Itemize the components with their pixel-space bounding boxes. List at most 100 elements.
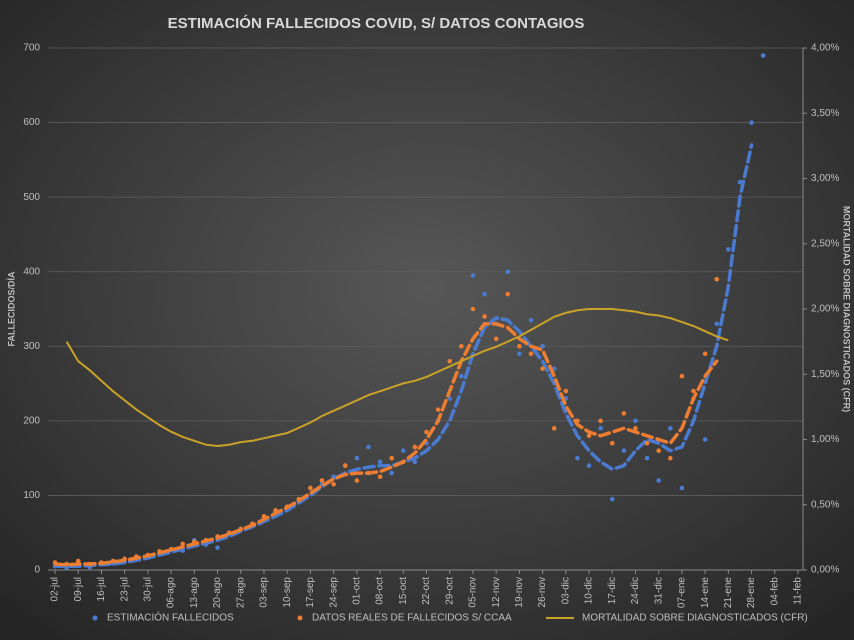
data-point [702,351,708,357]
data-point [714,276,720,282]
data-point [691,388,696,394]
y-tick-label: 700 [23,43,40,54]
legend-marker [92,615,98,621]
data-point [389,470,394,476]
x-tick-label: 04-feb [769,577,780,606]
data-point [586,433,592,439]
data-point [517,343,522,349]
chart-title: ESTIMACIÓN FALLECIDOS COVID, S/ DATOS CO… [168,14,585,32]
x-tick-label: 31-dic [653,577,664,604]
data-point [633,418,638,424]
data-point [679,373,685,379]
data-point [517,351,522,357]
data-point [598,426,603,431]
line [65,308,729,448]
data-point [644,455,650,461]
data-point [400,448,406,453]
x-tick-label: 01-oct [351,577,362,605]
x-tick-label: 22-oct [421,577,432,605]
y-tick-label: 300 [23,341,40,352]
data-point [667,426,673,431]
x-tick-label: 16-jul [96,577,107,601]
y-tick-label: 400 [23,266,40,277]
data-point [366,444,371,450]
data-point [459,343,464,349]
y-tick-label: 500 [23,192,40,203]
x-tick-label: 23-jul [119,577,130,601]
x-tick-label: 17-sep [305,577,316,608]
data-point [215,545,220,550]
data-point [760,53,766,58]
x-tick-label: 05-nov [468,577,479,608]
data-point [528,351,534,357]
legend-label: DATOS REALES DE FALLECIDOS S/ CCAA [312,613,512,624]
data-point [447,358,453,364]
x-tick-label: 10-sep [282,577,293,608]
y2-axis-title: MORTALIDAD SOBRE DIAGNOSTICADOS (CFR) [842,206,852,412]
data-point [354,455,360,461]
data-point [749,120,754,125]
data-point [726,247,731,252]
data-point [505,269,511,275]
x-tick-label: 27-ago [235,577,246,609]
data-point [180,541,186,547]
x-tick-label: 12-nov [491,577,502,608]
data-point [702,437,708,442]
data-point [575,455,580,461]
x-tick-label: 11-feb [793,577,804,605]
y-axis-title: FALLECIDOS/DÍA [6,271,16,347]
y2-tick-label: 1,00% [811,434,839,445]
data-point [354,478,360,483]
x-tick-label: 09-jul [73,577,84,601]
x-tick-label: 03-sep [259,577,270,608]
x-tick-label: 21-ene [723,577,734,609]
x-tick-label: 13-ago [189,577,200,609]
data-point [737,179,743,185]
x-tick-label: 24-dic [630,577,641,604]
data-point [621,411,627,416]
y2-tick-label: 4,00% [811,43,839,54]
data-point [308,485,313,491]
data-point [679,485,685,491]
y2-tick-label: 0,00% [811,565,839,576]
legend-label: MORTALIDAD SOBRE DIAGNOSTICADOS (CFR) [582,613,808,624]
y2-tick-label: 2,00% [811,304,839,315]
x-tick-label: 28-ene [746,577,757,609]
x-tick-label: 19-nov [514,577,525,608]
data-point [412,444,418,450]
x-tick-label: 02-jul [50,577,61,601]
data-point [75,558,81,564]
x-tick-label: 03-dic [560,577,571,604]
data-point [342,463,348,468]
x-tick-label: 30-jul [143,577,154,601]
data-point [667,455,673,461]
x-tick-label: 29-oct [444,577,455,605]
data-point [540,343,545,349]
y2-tick-label: 3,50% [811,108,839,119]
x-tick-label: 24-sep [328,577,339,608]
data-point [319,478,325,483]
y-tick-label: 600 [23,117,40,128]
data-point [482,314,487,319]
data-point [609,440,615,446]
y-tick-label: 0 [34,565,40,576]
data-point [482,291,487,297]
y-tick-label: 100 [23,490,40,501]
y2-tick-label: 0,50% [811,499,839,510]
data-point [633,426,638,431]
data-point [609,496,615,502]
x-tick-label: 08-oct [375,577,386,605]
data-point [377,474,383,480]
data-point [656,478,661,483]
x-tick-label: 07-ene [677,577,688,609]
y-tick-label: 200 [23,415,40,426]
data-point [540,366,545,371]
data-point [656,448,661,453]
x-tick-label: 26-nov [537,577,548,608]
data-point [470,306,476,312]
data-point [563,388,569,394]
data-point [644,440,650,446]
data-point [598,418,603,424]
